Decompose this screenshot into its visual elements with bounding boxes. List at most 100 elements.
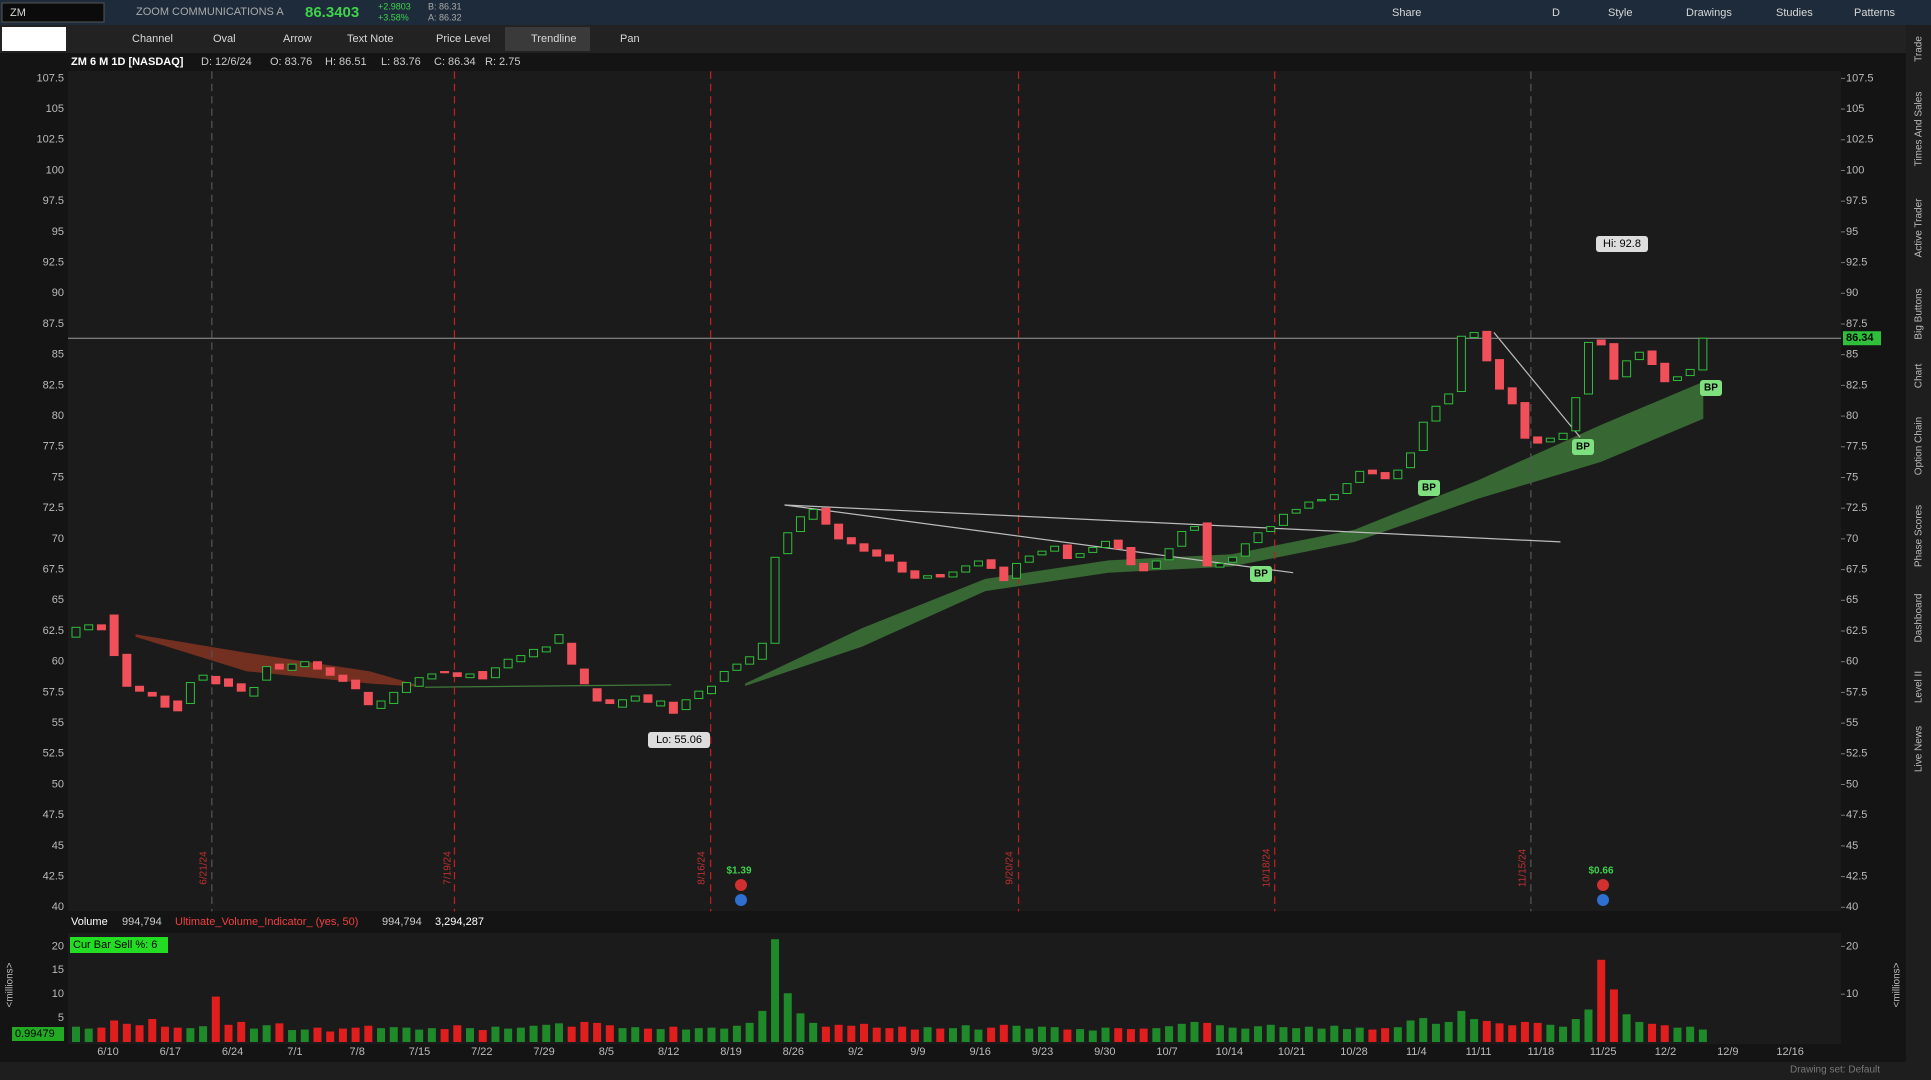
volume-bar xyxy=(771,939,780,1042)
volume-tick-label: 20 xyxy=(52,940,64,952)
earnings-label: $0.66 xyxy=(1588,866,1613,877)
style-button[interactable]: Style xyxy=(1608,7,1632,19)
tool[interactable]: Text Note xyxy=(347,33,393,45)
sidebar-tab[interactable]: Trade xyxy=(1914,36,1925,62)
sidebar-tab[interactable]: Chart xyxy=(1914,364,1925,389)
dividend-icon xyxy=(1597,894,1609,906)
volume-bar xyxy=(122,1023,131,1042)
candle-body xyxy=(732,663,742,671)
volume-bar xyxy=(1533,1022,1542,1042)
volume-bar xyxy=(1673,1027,1682,1042)
candle-body xyxy=(745,656,755,665)
candle-body xyxy=(1469,332,1479,338)
trendline[interactable] xyxy=(784,504,1561,543)
candle-body xyxy=(668,701,678,714)
volume-tick-label: 15 xyxy=(52,964,64,976)
y-tick-label: 45 xyxy=(1846,840,1858,852)
symbol-box[interactable] xyxy=(1,2,105,23)
candle-body xyxy=(592,688,602,702)
volume-bar xyxy=(1254,1026,1263,1042)
volume-bar xyxy=(1101,1027,1110,1042)
x-tick-label: 9/16 xyxy=(969,1046,990,1058)
candle-body xyxy=(1151,560,1161,569)
volume-bar xyxy=(262,1025,271,1042)
y-tick-label: 105 xyxy=(46,103,64,115)
candle-body xyxy=(1228,556,1238,563)
volume-bar xyxy=(1203,1022,1212,1042)
drawings-button[interactable]: Drawings xyxy=(1686,7,1732,19)
candle-body xyxy=(427,673,437,680)
tool[interactable]: Arrow xyxy=(283,33,312,45)
volume-bar xyxy=(1343,1029,1351,1042)
volume-bar xyxy=(224,1024,233,1042)
candle-body xyxy=(529,648,539,658)
candle-body xyxy=(872,549,882,557)
trendline[interactable] xyxy=(1493,332,1581,438)
signal-label: BP xyxy=(1576,442,1590,453)
candle-body xyxy=(173,700,183,712)
sidebar-tab[interactable]: Level II xyxy=(1914,671,1925,703)
change: +2.9803 xyxy=(378,1,411,11)
candle-body xyxy=(1024,555,1034,563)
sidebar-tab[interactable]: Big Buttons xyxy=(1914,288,1925,339)
volume-bar xyxy=(491,1026,500,1042)
lo-label: Lo: 55.06 xyxy=(656,734,702,746)
tool[interactable]: Channel xyxy=(132,33,173,45)
sidebar-tab[interactable]: Active Trader xyxy=(1914,198,1925,258)
volume-bar xyxy=(796,1013,805,1042)
candle-body xyxy=(1291,508,1301,514)
header-field: C: 86.34 xyxy=(434,56,476,68)
sidebar-tab[interactable]: Option Chain xyxy=(1914,417,1925,475)
candle-body xyxy=(198,674,208,681)
volume-bar xyxy=(1393,1027,1402,1042)
candle-body xyxy=(1482,330,1492,362)
candle-body xyxy=(1495,359,1505,390)
candle-body xyxy=(147,691,157,697)
tool[interactable]: Pan xyxy=(620,33,640,45)
candle-body xyxy=(249,686,259,697)
volume-header-field: 994,794 xyxy=(122,916,162,928)
y-tick-label: 90 xyxy=(52,287,64,299)
y-tick-label: 95 xyxy=(1846,226,1858,238)
share-button[interactable]: Share xyxy=(1392,7,1421,19)
volume-bar xyxy=(656,1029,665,1042)
patterns-button[interactable]: Patterns xyxy=(1854,7,1895,19)
candle-body xyxy=(1253,532,1263,544)
lo-badge xyxy=(648,732,710,748)
tool[interactable]: Trendline xyxy=(531,33,576,45)
candle-body xyxy=(554,634,564,644)
y-tick-label: 105 xyxy=(1846,103,1864,115)
candle-body xyxy=(1266,526,1276,533)
volume-bar xyxy=(1012,1025,1021,1042)
candle-body xyxy=(96,624,106,631)
x-tick-label: 9/23 xyxy=(1032,1046,1053,1058)
symbol[interactable]: ZM xyxy=(10,7,26,19)
volume-header-field: Volume xyxy=(71,916,108,928)
volume-bar xyxy=(1571,1019,1580,1042)
candle-body xyxy=(1634,351,1644,361)
volume-bar xyxy=(427,1028,436,1042)
y-tick-label: 45 xyxy=(52,840,64,852)
volume-bar xyxy=(1406,1020,1415,1042)
sidebar-tab[interactable]: Phase Scores xyxy=(1914,505,1925,567)
candle-body xyxy=(986,559,996,569)
tool[interactable]: Oval xyxy=(213,33,236,45)
sidebar-tab[interactable]: Dashboard xyxy=(1914,594,1925,643)
volume-bar xyxy=(1279,1027,1288,1042)
sell-badge xyxy=(70,937,168,953)
candle-body xyxy=(948,571,958,578)
studies-button[interactable]: Studies xyxy=(1776,7,1813,19)
candle-body xyxy=(1202,522,1212,567)
candle-body xyxy=(1444,393,1454,405)
aggregation-button[interactable]: D xyxy=(1552,7,1560,19)
sidebar-tab[interactable]: Live News xyxy=(1914,726,1925,772)
volume-bar xyxy=(160,1026,169,1042)
volume-bar xyxy=(554,1023,563,1042)
volume-bar xyxy=(758,1010,767,1042)
price-panel xyxy=(68,71,1841,911)
tool[interactable]: Price Level xyxy=(436,33,490,45)
volume-bar xyxy=(148,1019,157,1042)
sidebar-tab[interactable]: Times And Sales xyxy=(1914,92,1925,167)
x-tick-label: 8/12 xyxy=(658,1046,679,1058)
signal-badge xyxy=(1250,566,1272,582)
